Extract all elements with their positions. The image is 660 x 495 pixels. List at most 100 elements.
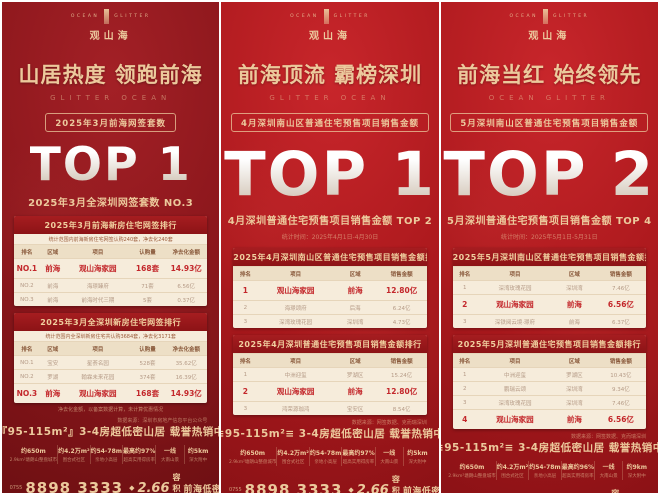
logo-word-left: OCEAN: [509, 14, 538, 19]
feature-value: 约54-78m: [529, 464, 561, 471]
table-cell: NO.3: [16, 389, 38, 398]
table-cell: 项目: [509, 271, 521, 278]
table-row: 2 观山海家园 前海 6.56亿: [452, 294, 647, 314]
feature-item: 约54-78m 亲地小高层: [528, 461, 561, 480]
ranking-table: 2025年4月深圳普通住宅预售项目销售金额排行 排名 项目 区域 销售金额 1 中洲迎玺 罗湖…: [233, 335, 427, 415]
table-cell: 14.93亿: [170, 264, 202, 273]
feature-value: 约4.2万m²: [277, 450, 309, 457]
table-cell: 观山海家园: [79, 264, 117, 273]
feature-label: 围合式社区: [281, 459, 305, 465]
top-rank-number: TOP 1: [29, 137, 192, 191]
table-cell: 项目: [290, 271, 302, 278]
table-cell: 排名: [459, 271, 471, 278]
feature-item: 约4.2万m² 围合式社区: [276, 447, 309, 466]
table-cell: 528套: [139, 360, 156, 367]
table-cell: 3: [243, 405, 248, 412]
feature-label: 大南山景: [380, 459, 399, 465]
poster-title: 前海当红 始终领先: [457, 63, 642, 87]
logo-word-left: OCEAN: [70, 14, 100, 19]
table-row: 1 中洲迎玺 罗湖区 15.24亿: [233, 367, 427, 381]
table-cell: 6.56亿: [607, 300, 634, 309]
tower-icon: [542, 9, 548, 24]
feature-label: 2.9km²塘朗山整盘城市: [448, 473, 496, 479]
table-cell: 2: [243, 304, 248, 311]
top-rank-number: TOP 2: [443, 139, 656, 210]
feature-item: 一线 大南山景: [155, 445, 183, 464]
table-cell: 6.37亿: [612, 319, 630, 326]
ranking-table: 2025年5月深圳南山区普通住宅预售项目销售金额排行 排名 项目 区域 销售金额 1 深湾玫…: [452, 248, 647, 328]
table-cell: 中洲迎玺: [503, 372, 526, 379]
table-cell: 深圳湾: [566, 386, 583, 393]
data-source: 数据来源：深圳市房地产信息平台公众号: [117, 418, 208, 424]
table-row: 1 中洲迎玺 罗湖区 10.43亿: [452, 367, 647, 381]
table-cell: 71套: [141, 283, 154, 290]
table-cell: 区域: [568, 358, 580, 365]
secondary-rank-line: 4月深圳普通住宅预售项目销售金额 TOP 2: [227, 216, 433, 227]
data-source: 数据来源：网签数据、克而瑞深圳: [571, 434, 647, 440]
category-badge: 5月深圳南山区普通住宅预售项目销售金额: [450, 113, 649, 132]
feature-label: 大南山景: [160, 457, 179, 463]
sales-slogan: 『95-115m²』3-4房超低密山居 载誉热销中: [2, 426, 220, 438]
brand-name: 观山海: [528, 31, 571, 42]
logo-word-right: GLITTER: [552, 14, 590, 19]
brand-tagline: 前海低密山居美学: [402, 486, 439, 494]
table-cell: 14.93亿: [170, 389, 202, 398]
feature-value: 约4.2万m²: [496, 464, 529, 471]
brand-tagline: 前海低密山居美学: [183, 484, 220, 494]
table-cell: 4.73亿: [392, 319, 411, 326]
table-row: NO.3 前海 观山海家园 168套 14.93亿: [13, 383, 208, 403]
table-cell: 1: [462, 371, 467, 378]
table-row: 3 深湾玫瑰花园 深圳湾 4.73亿: [233, 314, 427, 328]
table-note: 统计范围内前海新房住宅网签认购240套，净去化240套: [48, 237, 173, 243]
feature-label: 超高实用得房率: [342, 459, 375, 465]
table-cell: 深湾玫瑰花园: [498, 285, 532, 292]
feature-label: 围合式社区: [62, 457, 86, 463]
marketing-footer: ≡95-115m²≡ 3-4房超低密山居 载誉热销中 约650m 2.9km²塘朗…: [441, 440, 658, 494]
feature-label: 深大附中: [408, 459, 427, 465]
table-cell: 项目: [92, 346, 104, 353]
diamond-icon: ◆: [129, 484, 135, 492]
feature-item: 一线 大南山景: [374, 447, 403, 466]
marketing-footer: ≡95-115m²≡ 3-4房超低密山居 载誉热销中 约650m 2.9km²塘朗…: [221, 426, 438, 494]
feature-value: 最高约96%: [561, 464, 595, 471]
contact-row: 0755 8898 3333 ◆ 2.66 容积率 前海低密山居美学: [448, 488, 650, 494]
brand-logo: OCEAN GLITTER 观山海: [71, 9, 151, 42]
ranking-tables: 2025年5月深圳南山区普通住宅预售项目销售金额排行 排名 项目 区域 销售金额 1 深湾玫…: [452, 248, 647, 429]
table-row: 1 深湾玫瑰花园 深圳湾 7.46亿: [452, 280, 647, 294]
feature-label: 超高实用得房率: [123, 457, 155, 463]
table-cell: 168套: [135, 389, 160, 398]
feature-label: 深大附中: [627, 473, 646, 479]
table-title: 2025年3月前海新房住宅网签排行: [13, 216, 208, 234]
feature-strip: 约650m 2.9km²塘朗山整盘城市 约4.2万m² 围合式社区 约54-78m 亲地小…: [10, 445, 212, 464]
stat-period: 统计时间：2025年4月1日-4月30日: [281, 234, 379, 241]
table-cell: 5套: [143, 297, 152, 304]
table-cell: 8.54亿: [392, 406, 411, 413]
feature-label: 亲地小高层: [95, 457, 118, 463]
table-cell: 0.37亿: [177, 297, 196, 304]
table-cell: 宝安区: [346, 406, 364, 413]
table-cell: 前海: [47, 283, 59, 290]
table-row: NO.2 前海 海璟臻府 71套 6.56亿: [13, 278, 208, 292]
table-cell: 观山海家园: [276, 387, 315, 396]
secondary-rank-line: 2025年3月全深圳网签套数 NO.3: [28, 198, 194, 209]
table-cell: 1: [242, 286, 249, 295]
table-cell: 鹏瑞云颂: [503, 386, 526, 393]
table-cell: 10.43亿: [610, 372, 632, 379]
table-cell: 12.80亿: [385, 286, 418, 295]
table-row: NO.1 宝安 星荟名园 528套 35.62亿: [13, 355, 208, 369]
table-cell: 6.56亿: [607, 415, 634, 424]
table-cell: 7.46亿: [612, 285, 630, 292]
feature-item: 约650m 2.9km²塘朗山整盘城市: [229, 447, 276, 466]
plot-ratio-value: 2.66: [356, 482, 389, 494]
ranking-table: 2025年3月前海新房住宅网签排行统计范围内前海新房住宅网签认购240套，净去化…: [13, 216, 208, 306]
table-cell: 鸿荣源珈鸿: [281, 406, 310, 413]
feature-value: 一线: [163, 448, 176, 455]
contact-row: 0755 8898 3333 ◆ 2.66 容积率 前海低密山居美学: [10, 472, 220, 494]
table-cell: 1: [243, 371, 248, 378]
diamond-icon: ◆: [348, 486, 354, 493]
feature-value: 约5km: [187, 448, 209, 455]
tower-icon: [104, 9, 110, 24]
table-cell: 35.62亿: [175, 360, 197, 367]
feature-label: 围合式社区: [501, 473, 524, 479]
table-cell: 2: [242, 387, 249, 396]
